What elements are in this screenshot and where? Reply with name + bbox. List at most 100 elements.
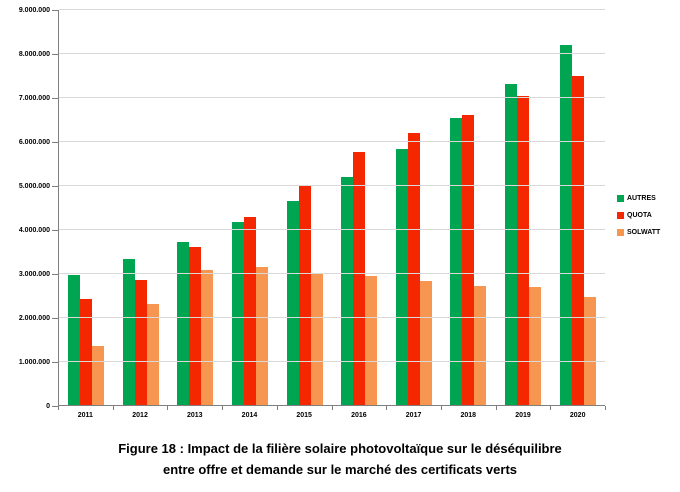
y-gridline (59, 141, 605, 142)
bar-autres-2019 (505, 83, 518, 405)
bar-solwatt-2012 (146, 303, 159, 405)
y-axis-tick-label: 3.000.000 (18, 270, 50, 278)
bar-group-2013 (168, 10, 223, 405)
bar-group-2011 (59, 10, 114, 405)
bar-group-2020 (550, 10, 605, 405)
x-axis-tick-label: 2018 (460, 412, 477, 419)
x-axis-tick-label: 2012 (132, 412, 148, 419)
y-gridline (59, 185, 605, 186)
y-axis-tick (52, 142, 58, 143)
figure-caption: Figure 18 : Impact de la filière solaire… (0, 438, 680, 480)
bar-quota-2017 (407, 133, 420, 405)
x-axis-tick-label: 2013 (186, 412, 203, 419)
plot-area (58, 9, 605, 406)
y-axis-tick (52, 274, 58, 275)
bar-group-2017 (387, 10, 442, 405)
y-axis-tick (52, 186, 58, 187)
x-axis-labels: 2011 2012 2013 2014 2015 2016 2017 2018 2019 2020 (58, 412, 605, 419)
bar-solwatt-2015 (310, 273, 323, 405)
bar-quota-2016 (353, 151, 366, 405)
bar-solwatt-2013 (201, 269, 214, 405)
bar-solwatt-2018 (474, 285, 487, 405)
y-axis-tick (52, 318, 58, 319)
x-axis-tick-label: 2020 (569, 412, 586, 419)
y-axis-tick (52, 54, 58, 55)
x-axis-tick-label: 2015 (296, 412, 312, 419)
legend: AUTRES QUOTA SOLWATT (617, 195, 660, 246)
bar-group-2015 (277, 10, 332, 405)
x-axis-tick-label: 2011 (77, 412, 93, 419)
bar-autres-2018 (450, 118, 463, 405)
bar-autres-2014 (232, 222, 245, 405)
bar-solwatt-2016 (365, 275, 378, 405)
y-gridline (59, 273, 605, 274)
bar-quota-2018 (462, 114, 475, 405)
y-axis-tick-label: 6.000.000 (18, 138, 50, 146)
x-axis-tick (222, 406, 224, 410)
x-axis-tick (386, 406, 388, 410)
bar-quota-2011 (80, 299, 93, 405)
bar-autres-2015 (286, 201, 299, 405)
y-gridline (59, 97, 605, 98)
y-axis-tick-label: 1.000.000 (18, 358, 50, 366)
y-axis-tick-label: 5.000.000 (18, 182, 50, 190)
bar-groups (59, 10, 605, 405)
bar-autres-2020 (559, 45, 572, 405)
y-axis-tick-label: 9.000.000 (18, 6, 50, 14)
bar-quota-2020 (571, 76, 584, 405)
y-gridline (59, 229, 605, 230)
y-axis-tick (52, 406, 58, 407)
y-axis-tick-label: 0 (46, 402, 50, 410)
y-axis-tick (52, 10, 58, 11)
y-gridline (59, 317, 605, 318)
bar-group-2018 (441, 10, 496, 405)
x-axis-tick (331, 406, 333, 410)
x-axis-tick (550, 406, 552, 410)
legend-item-quota: QUOTA (617, 212, 660, 219)
bar-group-2012 (114, 10, 169, 405)
y-axis-tick-label: 7.000.000 (18, 94, 50, 102)
bar-solwatt-2011 (92, 346, 105, 405)
bar-group-2019 (496, 10, 551, 405)
y-axis-tick-label: 2.000.000 (18, 314, 50, 322)
x-axis-tick (605, 406, 606, 410)
bar-autres-2013 (177, 242, 190, 405)
legend-label-quota: QUOTA (627, 212, 652, 219)
bar-quota-2019 (517, 95, 530, 405)
caption-line-1: Figure 18 : Impact de la filière solaire… (118, 441, 562, 456)
y-axis-tick (52, 362, 58, 363)
x-axis-tick (167, 406, 169, 410)
bar-quota-2015 (298, 185, 311, 405)
y-axis-tick-label: 4.000.000 (18, 226, 50, 234)
bar-group-2016 (332, 10, 387, 405)
bar-autres-2012 (122, 258, 135, 405)
bar-solwatt-2017 (419, 281, 432, 405)
x-axis-tick (440, 406, 442, 410)
bar-autres-2011 (68, 275, 81, 405)
legend-swatch-solwatt (617, 229, 624, 236)
y-gridline (59, 9, 605, 10)
y-gridline (59, 361, 605, 362)
x-axis-tick-label: 2017 (405, 412, 422, 419)
x-axis-tick (58, 406, 59, 410)
legend-item-autres: AUTRES (617, 195, 660, 202)
bar-solwatt-2019 (529, 287, 542, 405)
bar-autres-2017 (395, 148, 408, 405)
y-axis-tick (52, 98, 58, 99)
bar-quota-2013 (189, 247, 202, 405)
bar-autres-2016 (341, 176, 354, 405)
x-axis-tick (276, 406, 278, 410)
x-axis-tick (112, 406, 114, 410)
bar-solwatt-2020 (583, 297, 596, 405)
legend-item-solwatt: SOLWATT (617, 229, 660, 236)
caption-line-2: entre offre et demande sur le marché des… (162, 462, 518, 477)
y-axis-tick (52, 230, 58, 231)
x-axis-tick (495, 406, 497, 410)
bar-quota-2014 (244, 216, 257, 405)
bar-chart: 2011 2012 2013 2014 2015 2016 2017 2018 2019 2020… (18, 6, 660, 420)
legend-label-autres: AUTRES (627, 195, 656, 202)
x-axis-tick-label: 2019 (515, 412, 531, 419)
x-axis-tick-label: 2014 (241, 412, 258, 419)
y-axis-tick-label: 8.000.000 (18, 50, 50, 58)
